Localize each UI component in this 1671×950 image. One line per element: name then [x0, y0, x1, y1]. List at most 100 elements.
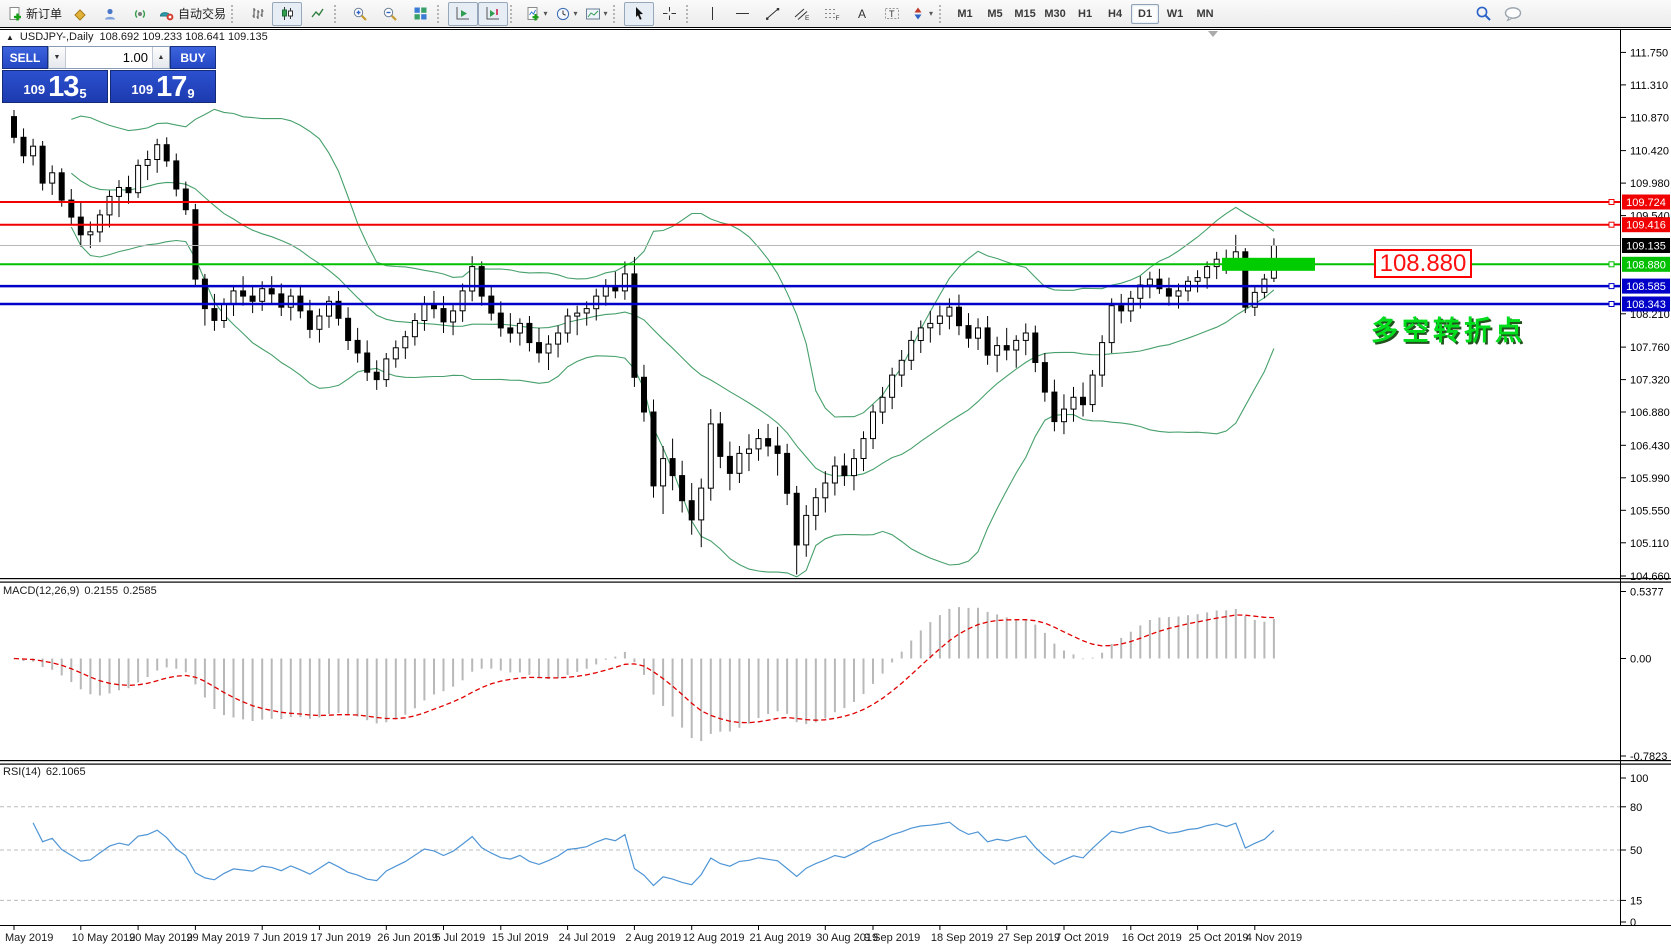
new-order-button[interactable]: 新订单: [4, 2, 65, 26]
sell-price-prefix: 109: [23, 82, 46, 97]
sell-price-display[interactable]: 109 13 5: [2, 70, 108, 103]
buy-button[interactable]: BUY: [170, 46, 216, 69]
timeframe-button-w1[interactable]: W1: [1166, 7, 1184, 20]
svg-text:T: T: [889, 9, 895, 19]
fibonacci-button[interactable]: F: [817, 2, 847, 26]
toolbar-grip[interactable]: [686, 4, 693, 23]
collapse-triangle-icon[interactable]: ▲: [6, 32, 14, 42]
svg-text:109.135: 109.135: [1626, 241, 1666, 253]
rsi-axis[interactable]: 100 80 50 15 0: [1620, 773, 1648, 929]
timeframe-button-m15[interactable]: M15: [1014, 7, 1036, 20]
line-chart-button[interactable]: [302, 2, 332, 26]
bar-chart-button[interactable]: [242, 2, 272, 26]
periods-button[interactable]: ▾: [551, 2, 581, 26]
volume-stepper: ▼ ▲: [48, 46, 170, 69]
chart-shift-button[interactable]: [478, 1, 509, 26]
svg-text:100: 100: [1630, 773, 1648, 785]
volume-decrease-button[interactable]: ▼: [49, 47, 66, 68]
timeframe-button-d1[interactable]: D1: [1131, 3, 1160, 24]
timeframe-button-h1[interactable]: H1: [1078, 7, 1093, 20]
autotrade-label: 自动交易: [178, 7, 227, 21]
timeframe-button-mn[interactable]: MN: [1196, 7, 1214, 20]
community-icon: [105, 8, 116, 19]
timeframe-button-m30[interactable]: M30: [1044, 7, 1066, 20]
svg-text:110.870: 110.870: [1630, 112, 1669, 124]
chat-icon[interactable]: [1504, 6, 1523, 22]
svg-text:110.420: 110.420: [1630, 146, 1669, 158]
buy-price-sup: 9: [187, 86, 195, 101]
svg-text:105.550: 105.550: [1630, 505, 1670, 517]
buy-price-display[interactable]: 109 17 9: [110, 70, 216, 103]
horizontal-line-icon: [735, 13, 749, 14]
timeframe-button-m1[interactable]: M1: [957, 7, 973, 20]
highlight-bar[interactable]: [1222, 257, 1315, 271]
svg-text:0.00: 0.00: [1630, 654, 1651, 666]
svg-text:0.5377: 0.5377: [1630, 587, 1664, 599]
chart-shift-icon: [486, 7, 500, 20]
svg-text:7 Jun 2019: 7 Jun 2019: [253, 932, 307, 944]
toolbar-grip[interactable]: [510, 4, 517, 23]
svg-text:12 Aug 2019: 12 Aug 2019: [683, 932, 745, 944]
templates-button[interactable]: ▾: [581, 2, 611, 26]
timeframe-button-m5[interactable]: M5: [987, 7, 1003, 20]
channel-button[interactable]: E: [787, 2, 817, 26]
toolbar-right-icons: [1475, 5, 1523, 22]
candlestick-chart-icon: [281, 7, 293, 20]
market-button[interactable]: [65, 2, 95, 26]
indicators-button[interactable]: ▾: [521, 2, 551, 26]
cursor-button[interactable]: [624, 1, 655, 26]
trendline-button[interactable]: [757, 2, 787, 26]
community-button[interactable]: [95, 2, 125, 26]
shift-marker-icon[interactable]: [1208, 31, 1218, 37]
svg-text:25 Oct 2019: 25 Oct 2019: [1189, 932, 1249, 944]
toolbar-grip[interactable]: [334, 4, 341, 23]
sell-price-sup: 5: [79, 86, 87, 101]
svg-text:9 Sep 2019: 9 Sep 2019: [864, 932, 920, 944]
pane-separators[interactable]: [0, 578, 1671, 765]
search-icon[interactable]: [1475, 5, 1492, 22]
horizontal-line-button[interactable]: [727, 2, 757, 26]
crosshair-icon: [662, 7, 676, 20]
rsi-line: [32, 821, 1275, 887]
text-icon: A: [858, 7, 866, 21]
svg-text:50: 50: [1630, 845, 1642, 857]
signals-button[interactable]: [125, 2, 155, 26]
zoom-out-button[interactable]: [375, 2, 405, 26]
rsi-value: 62.1065: [45, 766, 86, 778]
timeframe-button-h4[interactable]: H4: [1108, 7, 1123, 20]
toolbar-grip[interactable]: [939, 4, 946, 23]
svg-text:4 Nov 2019: 4 Nov 2019: [1246, 932, 1302, 944]
text-label-button[interactable]: T: [877, 2, 907, 26]
horizontal-lines[interactable]: [0, 199, 1620, 307]
toolbar-grip[interactable]: [231, 4, 238, 23]
turning-point-annotation[interactable]: 多空转折点: [1371, 316, 1526, 347]
sell-button[interactable]: SELL: [2, 46, 48, 69]
signals-icon: [134, 9, 146, 18]
crosshair-button[interactable]: [654, 2, 684, 26]
zoom-in-button[interactable]: [345, 2, 375, 26]
candlestick-chart-button[interactable]: [272, 1, 303, 26]
svg-text:108.210: 108.210: [1630, 309, 1670, 321]
svg-text:30 Aug 2019: 30 Aug 2019: [816, 932, 878, 944]
volume-increase-button[interactable]: ▲: [152, 47, 169, 68]
arrows-button[interactable]: ▾: [907, 2, 937, 26]
main-toolbar: 新订单 自动交易 ▾ ▾: [0, 0, 1671, 27]
tile-windows-button[interactable]: [405, 2, 435, 26]
svg-text:10 May 2019: 10 May 2019: [72, 932, 136, 944]
autotrade-button[interactable]: 自动交易: [155, 2, 229, 26]
auto-scroll-button[interactable]: [448, 1, 479, 26]
svg-text:20 May 2019: 20 May 2019: [129, 932, 193, 944]
svg-text:A: A: [858, 7, 866, 21]
price-annotation-box[interactable]: 108.880: [1374, 249, 1472, 278]
rsi-name: RSI(14): [3, 766, 41, 778]
text-button[interactable]: A: [847, 2, 877, 26]
vertical-line-button[interactable]: [697, 2, 727, 26]
toolbar-grip[interactable]: [437, 4, 444, 23]
price-axis[interactable]: 111.750111.310110.870110.420109.980109.5…: [1620, 47, 1670, 583]
volume-input[interactable]: [66, 49, 152, 66]
toolbar-grip[interactable]: [613, 4, 620, 23]
